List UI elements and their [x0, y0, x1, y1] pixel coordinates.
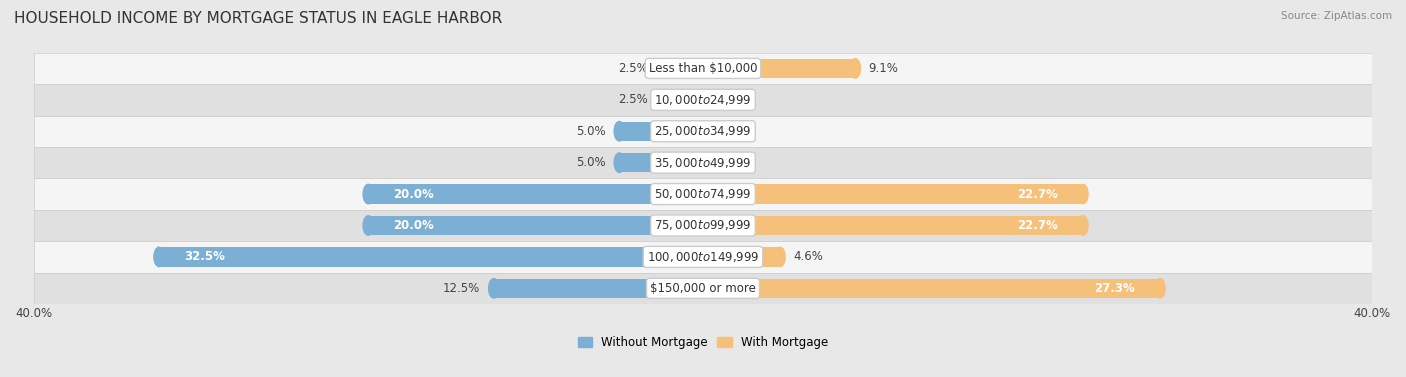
Bar — [159, 247, 703, 267]
Bar — [34, 53, 1372, 84]
Bar — [34, 241, 1372, 273]
Legend: Without Mortgage, With Mortgage: Without Mortgage, With Mortgage — [574, 331, 832, 353]
Text: $10,000 to $24,999: $10,000 to $24,999 — [654, 93, 752, 107]
Circle shape — [614, 153, 624, 172]
Bar — [34, 147, 1372, 178]
Circle shape — [775, 247, 785, 267]
Circle shape — [1078, 184, 1088, 204]
Text: 12.5%: 12.5% — [443, 282, 481, 295]
Text: 22.7%: 22.7% — [1017, 219, 1057, 232]
Circle shape — [657, 59, 666, 78]
Bar — [703, 59, 855, 78]
Circle shape — [614, 121, 624, 141]
Text: $75,000 to $99,999: $75,000 to $99,999 — [654, 219, 752, 233]
Bar — [34, 84, 1372, 115]
Bar — [34, 210, 1372, 241]
Text: HOUSEHOLD INCOME BY MORTGAGE STATUS IN EAGLE HARBOR: HOUSEHOLD INCOME BY MORTGAGE STATUS IN E… — [14, 11, 502, 26]
Bar — [703, 279, 1160, 298]
Bar — [619, 121, 703, 141]
Bar — [34, 178, 1372, 210]
Bar — [494, 279, 703, 298]
Text: 2.5%: 2.5% — [619, 62, 648, 75]
Circle shape — [153, 247, 165, 267]
Text: 4.6%: 4.6% — [793, 250, 824, 264]
Text: Source: ZipAtlas.com: Source: ZipAtlas.com — [1281, 11, 1392, 21]
Text: 9.1%: 9.1% — [869, 62, 898, 75]
Bar — [703, 216, 1083, 235]
Bar — [661, 59, 703, 78]
Text: Less than $10,000: Less than $10,000 — [648, 62, 758, 75]
Text: 22.7%: 22.7% — [1017, 188, 1057, 201]
Text: 5.0%: 5.0% — [576, 156, 606, 169]
Bar — [34, 273, 1372, 304]
Text: 27.3%: 27.3% — [1094, 282, 1135, 295]
Bar — [34, 115, 1372, 147]
Bar — [368, 216, 703, 235]
Text: $50,000 to $74,999: $50,000 to $74,999 — [654, 187, 752, 201]
Text: $100,000 to $149,999: $100,000 to $149,999 — [647, 250, 759, 264]
Circle shape — [363, 216, 374, 235]
Circle shape — [657, 90, 666, 110]
Text: 32.5%: 32.5% — [184, 250, 225, 264]
Circle shape — [363, 184, 374, 204]
Circle shape — [851, 59, 860, 78]
Text: 20.0%: 20.0% — [394, 219, 434, 232]
Text: 5.0%: 5.0% — [576, 125, 606, 138]
Circle shape — [489, 279, 499, 298]
Text: 2.5%: 2.5% — [619, 93, 648, 106]
Circle shape — [1078, 216, 1088, 235]
Bar — [661, 90, 703, 110]
Text: $25,000 to $34,999: $25,000 to $34,999 — [654, 124, 752, 138]
Text: $150,000 or more: $150,000 or more — [650, 282, 756, 295]
Text: $35,000 to $49,999: $35,000 to $49,999 — [654, 156, 752, 170]
Bar — [703, 247, 780, 267]
Bar — [703, 184, 1083, 204]
Circle shape — [1154, 279, 1166, 298]
Text: 20.0%: 20.0% — [394, 188, 434, 201]
Bar — [619, 153, 703, 172]
Bar — [368, 184, 703, 204]
